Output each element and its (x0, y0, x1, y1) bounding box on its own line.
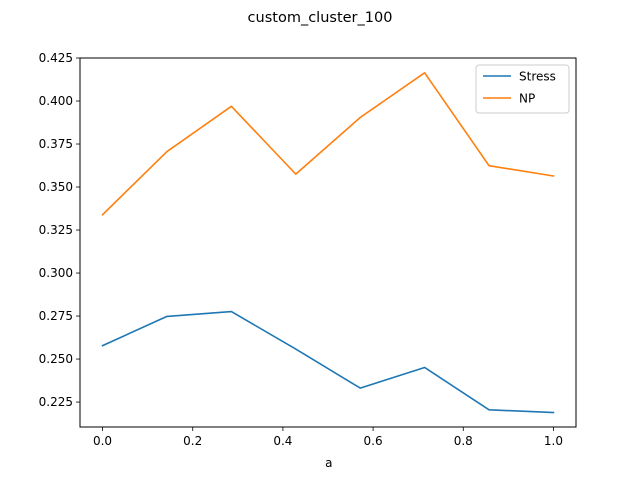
plot-frame (79, 57, 577, 428)
x-tick-label: 0.2 (183, 434, 202, 448)
x-tick-label: 0.8 (454, 434, 473, 448)
plot-area (79, 57, 577, 428)
legend-label-stress: Stress (519, 70, 556, 84)
y-tick-label: 0.225 (39, 395, 73, 409)
y-tick-label: 0.425 (39, 51, 73, 65)
x-axis-label: a (325, 456, 332, 470)
legend-label-np: NP (519, 92, 535, 106)
x-tick-label: 0.0 (93, 434, 112, 448)
x-tick-label: 1.0 (544, 434, 563, 448)
series-layer (101, 71, 555, 414)
y-tick-label: 0.300 (39, 266, 73, 280)
chart-title: custom_cluster_100 (248, 10, 393, 26)
legend: Stress NP (475, 64, 570, 114)
series-line-stress (101, 310, 555, 414)
y-tick-label: 0.350 (39, 180, 73, 194)
y-tick-label: 0.275 (39, 309, 73, 323)
y-tick-label: 0.325 (39, 223, 73, 237)
x-axis: 0.0 0.2 0.4 0.6 0.8 1.0 (93, 427, 563, 448)
x-tick-label: 0.4 (273, 434, 292, 448)
y-tick-label: 0.250 (39, 352, 73, 366)
y-tick-label: 0.400 (39, 94, 73, 108)
plot-background (80, 58, 576, 427)
x-tick-label: 0.6 (364, 434, 383, 448)
y-axis: 0.225 0.250 0.275 0.300 0.325 0.350 0.375 0.400… (39, 51, 80, 409)
y-tick-label: 0.375 (39, 137, 73, 151)
legend-box (475, 64, 570, 114)
series-line-np (101, 71, 555, 216)
